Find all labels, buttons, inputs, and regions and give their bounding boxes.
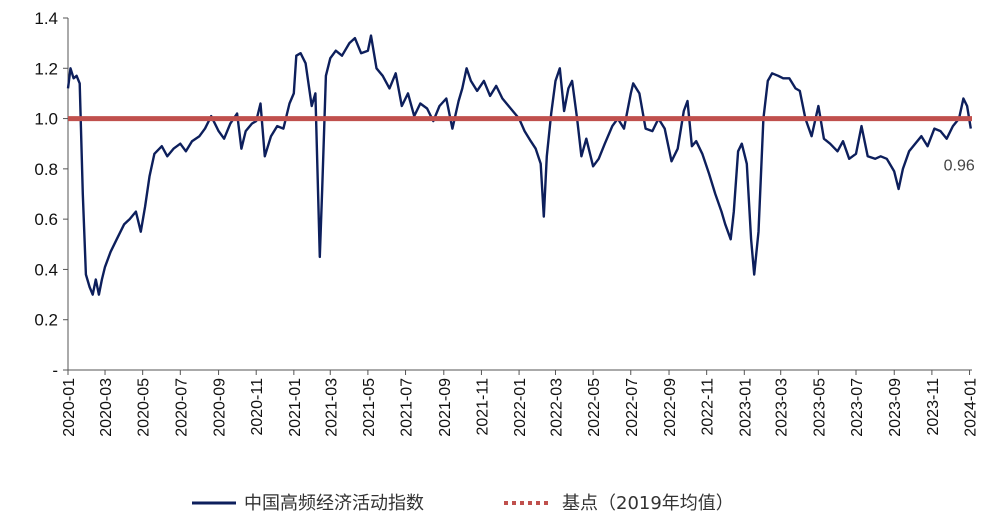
x-tick-label: 2022-01 [512, 378, 529, 437]
x-tick-label: 2023-07 [849, 378, 866, 437]
y-tick-label: 0.8 [34, 160, 58, 179]
x-tick-label: 2021-11 [474, 378, 491, 436]
x-tick-label: 2021-05 [361, 378, 378, 437]
x-axis: 2020-01 2020-03 2020-05 2020-07 2020-09 2020-… [61, 369, 980, 437]
x-tick-label: 2023-03 [774, 378, 791, 437]
x-tick-label: 2023-01 [737, 378, 754, 437]
x-tick-label: 2021-01 [287, 378, 304, 437]
y-tick-label: 0.4 [34, 260, 58, 279]
x-tick-label: 2023-11 [925, 378, 942, 436]
y-tick-label: 1.2 [34, 59, 58, 78]
x-tick-label: 2020-05 [136, 378, 153, 437]
series-line-activity-index [66, 34, 972, 296]
legend: 中国高频经济活动指数 基点（2019年均值） [192, 493, 734, 514]
y-tick-label: - [52, 361, 58, 380]
x-tick-label: 2022-05 [586, 378, 603, 437]
x-tick-label: 2024-01 [963, 378, 980, 437]
y-tick-label: 1.4 [34, 9, 58, 28]
x-tick-label: 2020-01 [61, 378, 78, 437]
x-tick-label: 2021-09 [437, 378, 454, 437]
plot-area: 0.96 [66, 34, 975, 296]
y-tick-label: 1.0 [34, 110, 58, 129]
x-tick-label: 2022-03 [548, 378, 565, 437]
x-tick-label: 2022-07 [624, 378, 641, 437]
y-axis: - 0.2 0.4 0.6 0.8 1.0 1.2 1.4 [34, 9, 69, 380]
x-tick-label: 2020-03 [98, 378, 115, 437]
legend-label-series-2: 基点（2019年均值） [562, 493, 734, 514]
x-tick-label: 2021-03 [323, 378, 340, 437]
data-label-last-value: 0.96 [944, 158, 975, 175]
y-tick-label: 0.2 [34, 311, 58, 330]
x-tick-label: 2020-09 [212, 378, 229, 437]
x-tick-label: 2023-09 [887, 378, 904, 437]
x-tick-label: 2022-11 [700, 378, 717, 436]
x-tick-label: 2020-11 [249, 378, 266, 436]
x-tick-label: 2022-09 [662, 378, 679, 437]
legend-label-series-1: 中国高频经济活动指数 [244, 493, 424, 514]
y-tick-label: 0.6 [34, 210, 58, 229]
x-tick-label: 2020-07 [173, 378, 190, 437]
x-tick-label: 2023-05 [811, 378, 828, 437]
x-tick-label: 2021-07 [399, 378, 416, 437]
